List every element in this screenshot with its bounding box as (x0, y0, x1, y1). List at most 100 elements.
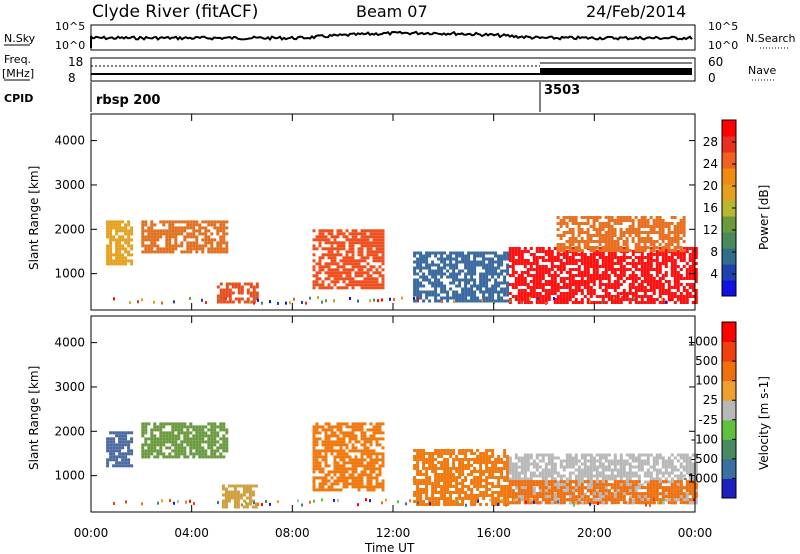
data-cell (422, 284, 426, 288)
data-cell (682, 225, 686, 228)
data-cell (664, 256, 668, 259)
data-cell (589, 483, 593, 487)
data-cell (369, 232, 373, 236)
data-cell (586, 465, 590, 469)
data-cell (312, 446, 316, 450)
data-cell (186, 235, 190, 239)
data-cell (601, 486, 605, 490)
data-cell (168, 422, 172, 426)
data-cell (595, 219, 599, 222)
data-cell (159, 425, 163, 429)
data-cell (595, 271, 599, 274)
data-cell (477, 499, 479, 503)
data-cell (222, 241, 226, 245)
data-cell (491, 455, 495, 458)
data-cell (354, 425, 358, 429)
data-cell (673, 274, 677, 277)
data-cell (121, 443, 125, 447)
data-cell (619, 277, 623, 280)
data-cell (440, 275, 444, 279)
data-cell (213, 226, 217, 230)
freq-frame (90, 57, 696, 82)
data-cell (161, 499, 163, 503)
data-cell (428, 251, 432, 255)
data-cell (479, 290, 483, 294)
data-cell (207, 446, 211, 450)
data-cell (586, 286, 590, 289)
data-cell (422, 272, 426, 276)
data-cell (159, 422, 163, 426)
data-cell (580, 453, 584, 457)
data-cell (655, 498, 659, 502)
data-cell (589, 292, 593, 295)
data-cell (342, 235, 346, 239)
data-cell (625, 501, 627, 505)
data-cell (174, 232, 178, 236)
data-cell (141, 223, 145, 227)
data-cell (514, 474, 518, 478)
data-cell (366, 452, 370, 456)
data-cell (381, 256, 385, 260)
data-cell (115, 434, 119, 438)
data-cell (150, 431, 154, 435)
data-cell (363, 440, 367, 444)
data-cell (342, 437, 346, 441)
data-cell (694, 247, 698, 250)
data-cell (189, 244, 193, 248)
data-cell (631, 292, 635, 295)
data-cell (625, 453, 629, 457)
data-cell (159, 434, 163, 438)
data-cell (547, 259, 551, 262)
data-cell (601, 474, 605, 478)
data-cell (452, 476, 456, 479)
data-cell (485, 461, 489, 464)
data-cell (339, 437, 343, 441)
data-cell (455, 266, 459, 270)
data-cell (682, 253, 686, 256)
data-cell (583, 262, 587, 265)
nsky-tick-top: 10^5 (55, 20, 85, 33)
data-cell (224, 493, 228, 497)
data-cell (622, 483, 626, 487)
data-cell (580, 486, 584, 490)
data-cell (553, 486, 557, 490)
data-cell (559, 501, 563, 505)
data-cell (479, 281, 483, 285)
data-cell (351, 262, 355, 266)
data-cell (488, 458, 492, 461)
data-cell (237, 291, 241, 295)
data-cell (109, 220, 113, 224)
data-cell (351, 256, 355, 260)
data-cell (565, 222, 569, 225)
data-cell (503, 281, 507, 285)
data-cell (443, 497, 447, 500)
data-cell (446, 296, 450, 300)
data-cell (655, 283, 659, 286)
data-cell (535, 483, 539, 487)
data-cell (449, 272, 453, 276)
data-cell (174, 452, 178, 456)
data-cell (147, 229, 151, 233)
data-cell (339, 488, 343, 492)
data-cell (192, 443, 196, 447)
data-cell (198, 437, 202, 441)
data-cell (613, 262, 617, 265)
data-cell (538, 459, 542, 463)
data-cell (464, 296, 468, 300)
data-cell (198, 440, 202, 444)
data-cell (541, 295, 545, 298)
data-cell (562, 495, 566, 499)
data-cell (366, 488, 370, 492)
data-cell (354, 482, 358, 486)
data-cell (676, 225, 680, 228)
data-cell (425, 293, 429, 297)
data-cell (491, 503, 495, 506)
data-cell (688, 459, 692, 463)
data-cell (345, 434, 349, 438)
data-cell (476, 263, 480, 267)
data-cell (544, 265, 548, 268)
data-cell (643, 225, 647, 228)
data-cell (198, 455, 202, 459)
data-cell (544, 477, 548, 481)
